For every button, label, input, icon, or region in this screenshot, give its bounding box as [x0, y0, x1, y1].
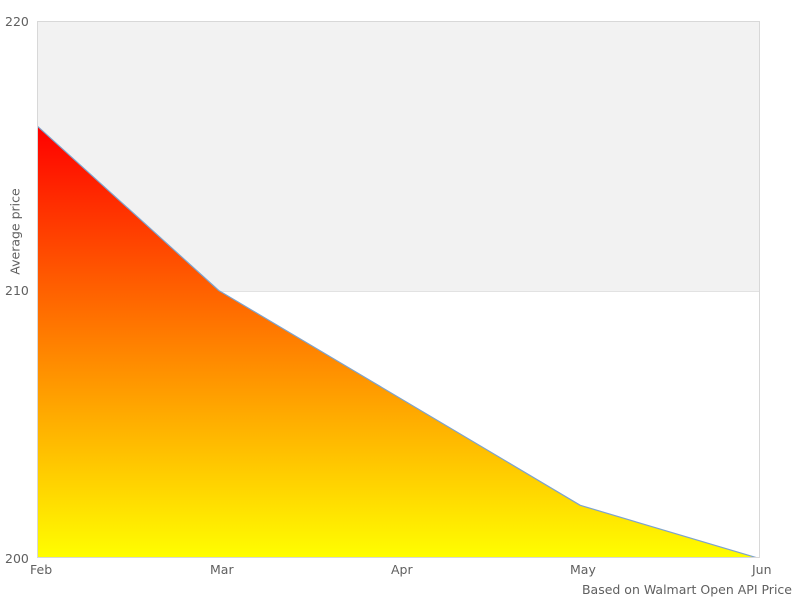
x-axis-tick-label-feb: Feb	[30, 562, 53, 577]
x-axis-tick-label-jun: Jun	[752, 562, 772, 577]
line-average-price	[38, 126, 757, 557]
x-axis-tick-label-apr: Apr	[391, 562, 413, 577]
y-axis-tick-label-210: 210	[5, 283, 29, 298]
x-axis-tick-label-mar: Mar	[210, 562, 234, 577]
y-axis-title: Average price	[7, 188, 23, 275]
chart-caption: Based on Walmart Open API Price	[581, 582, 792, 597]
y-axis-tick-label-200: 200	[5, 551, 29, 566]
x-axis-tick-label-may: May	[570, 562, 596, 577]
plot-area	[37, 21, 760, 558]
area-fill-average-price	[38, 126, 755, 557]
series-svg	[38, 126, 757, 557]
y-axis-tick-label-220: 220	[5, 14, 29, 29]
gridline-210	[38, 291, 759, 292]
